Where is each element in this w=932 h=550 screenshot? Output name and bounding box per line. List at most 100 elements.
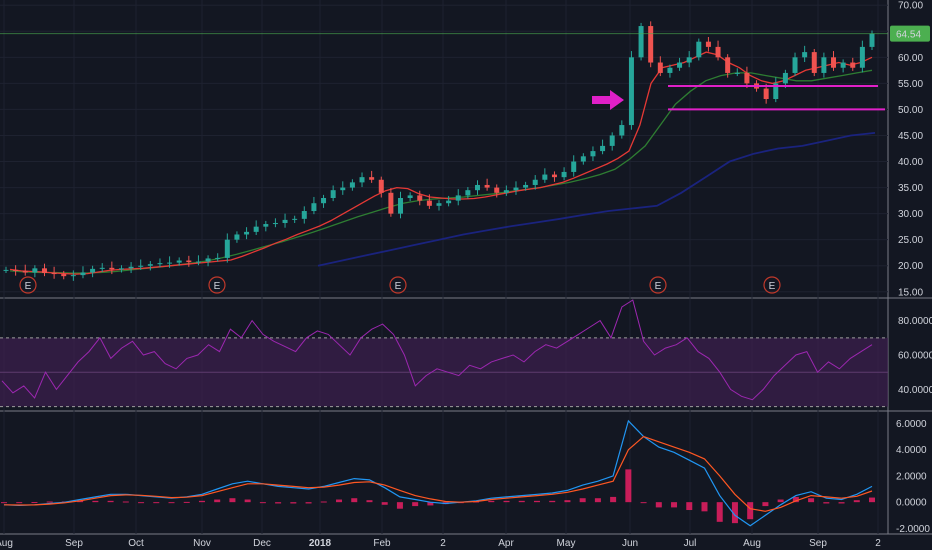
candle-body — [378, 179, 384, 193]
price-tick-label: 60.00 — [898, 53, 923, 64]
price-tick-label: 45.00 — [898, 131, 923, 142]
macd-histogram-bar — [351, 498, 358, 503]
candle-body — [436, 203, 442, 206]
annotation-arrow — [592, 90, 624, 110]
earnings-marker — [763, 276, 781, 294]
candle-body — [542, 174, 548, 180]
candle-body — [455, 195, 461, 201]
candle-body — [224, 239, 230, 258]
macd-histogram-bar — [655, 502, 662, 508]
macd-histogram-bar — [625, 469, 632, 503]
candle-body — [503, 190, 509, 193]
earnings-marker-label: E — [769, 281, 776, 292]
candle-body — [99, 267, 105, 269]
candle-body — [109, 267, 115, 270]
x-tick-label: 2 — [440, 538, 446, 549]
candle-body — [484, 184, 490, 188]
macd-tick-label: 0.0000 — [896, 498, 927, 509]
macd-histogram-bar — [869, 497, 875, 503]
x-tick-label: Jul — [684, 538, 697, 549]
macd-histogram-bar — [31, 502, 38, 504]
candle-body — [398, 198, 404, 214]
macd-histogram-bar — [290, 502, 297, 504]
earnings-marker-label: E — [214, 281, 221, 292]
macd-histogram-bar — [792, 496, 799, 503]
candle-body — [859, 46, 865, 68]
earnings-marker — [649, 276, 667, 294]
candle-body — [195, 261, 201, 263]
macd-histogram-bar — [320, 501, 327, 503]
candle-body — [619, 125, 625, 136]
macd-histogram-bar — [16, 502, 23, 504]
candle-body — [792, 57, 798, 73]
candle-body — [600, 145, 606, 152]
candle-body — [609, 135, 615, 146]
candle-body — [70, 275, 76, 277]
macd-histogram-bar — [716, 502, 723, 522]
candle-body — [359, 177, 365, 183]
candle-body — [705, 41, 711, 47]
candle-body — [301, 211, 307, 219]
macd-histogram-bar — [808, 498, 815, 503]
candle-body — [321, 198, 327, 204]
macd-histogram-bar — [838, 502, 845, 504]
x-tick-label: Sep — [809, 538, 827, 549]
candle-body — [696, 41, 702, 58]
candle-body — [369, 177, 375, 180]
candle-body — [648, 26, 654, 63]
candle-body — [215, 257, 221, 259]
candle-body — [176, 260, 182, 263]
rsi-line — [1, 299, 873, 401]
macd-histogram-bar — [366, 500, 373, 503]
price-tick-label: 25.00 — [898, 235, 923, 246]
macd-histogram-bar — [747, 502, 754, 520]
candle-body — [850, 62, 856, 68]
candle-body — [61, 274, 67, 277]
macd-histogram-bar — [153, 502, 160, 504]
price-tick-label: 30.00 — [898, 209, 923, 220]
macd-histogram-bar — [853, 500, 860, 503]
candle-body — [821, 57, 827, 73]
x-tick-label: Aug — [743, 538, 761, 549]
candle-body — [782, 72, 788, 84]
candle-body — [571, 161, 577, 172]
candle-body — [734, 72, 740, 74]
macd-histogram-bar — [275, 502, 282, 504]
macd-histogram-bar — [214, 499, 221, 503]
price-tick-label: 20.00 — [898, 261, 923, 272]
candle-body — [205, 258, 211, 262]
macd-histogram-bar — [259, 502, 266, 504]
candle-body — [292, 218, 298, 220]
macd-histogram-bar — [244, 499, 251, 503]
candle-body — [128, 266, 134, 269]
macd-histogram-bar — [77, 500, 84, 503]
rsi-tick-label: 80.0000 — [898, 316, 932, 327]
macd-histogram-bar — [640, 502, 647, 504]
candle-body — [13, 269, 19, 271]
macd-histogram-bar — [336, 499, 343, 503]
signal-line — [3, 435, 873, 512]
candle-body — [118, 268, 124, 270]
candle-body — [272, 223, 278, 225]
candle-body — [561, 171, 567, 178]
macd-histogram-bar — [610, 496, 617, 503]
candle-body — [407, 195, 413, 198]
candle-body — [80, 272, 86, 276]
x-tick-label: Apr — [498, 538, 514, 549]
candle-body — [580, 156, 586, 162]
macd-histogram-bar — [381, 502, 388, 505]
last-price-label: 64.54 — [896, 30, 921, 41]
macd-histogram-bar — [503, 500, 510, 503]
candle-body — [677, 62, 683, 68]
candle-body — [417, 195, 423, 201]
candle-body — [90, 268, 96, 273]
candle-body — [590, 151, 596, 157]
macd-histogram-bar — [777, 499, 784, 503]
price-tick-label: 40.00 — [898, 157, 923, 168]
macd-histogram-bar — [168, 502, 175, 504]
rsi-tick-label: 60.0000 — [898, 351, 932, 362]
macd-histogram-bar — [762, 502, 769, 507]
macd-histogram-bar — [594, 498, 601, 503]
candle-body — [638, 26, 644, 58]
